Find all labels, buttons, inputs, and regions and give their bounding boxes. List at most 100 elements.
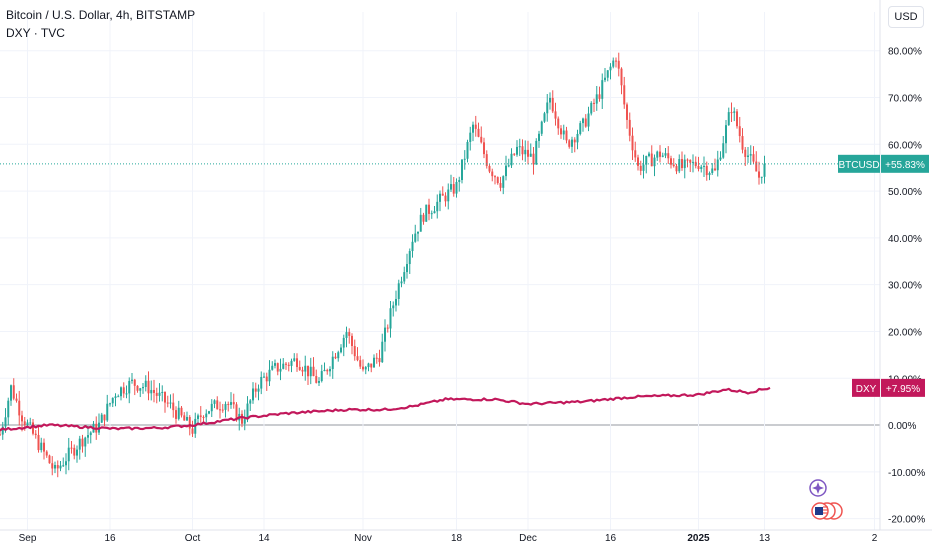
candle-body — [494, 176, 496, 178]
candle-body — [21, 415, 23, 422]
y-tick-label: 30.00% — [888, 281, 922, 292]
candle-body — [444, 195, 447, 202]
candle-body — [681, 159, 683, 169]
candle-body — [447, 189, 450, 202]
currency-button[interactable]: USD — [888, 6, 924, 28]
candle-body — [1, 426, 4, 435]
candle-body — [615, 60, 617, 62]
candle-body — [543, 113, 546, 122]
candle-body — [601, 80, 604, 99]
candle-body — [491, 171, 494, 177]
dxy-series-line[interactable] — [0, 386, 771, 432]
candle-body — [579, 123, 582, 134]
candle-body — [48, 455, 51, 464]
candle-body — [7, 400, 10, 418]
candle-body — [667, 153, 670, 159]
candle-body — [686, 159, 689, 161]
candle-body — [598, 94, 601, 99]
candle-body — [510, 153, 513, 166]
candle-body — [505, 165, 507, 177]
candle-body — [474, 124, 477, 129]
candle-body — [67, 447, 70, 462]
candle-body — [430, 213, 433, 215]
candle-body — [458, 180, 461, 182]
chart-secondary-symbol[interactable]: DXY · TVC — [6, 26, 65, 40]
candle-body — [617, 60, 620, 69]
candle-body — [257, 388, 260, 392]
candle-body — [78, 438, 81, 450]
candle-body — [43, 442, 45, 452]
candle-body — [400, 281, 403, 284]
candle-body — [345, 332, 348, 338]
candle-body — [37, 435, 40, 451]
candle-body — [356, 356, 359, 361]
candle-body — [752, 154, 755, 162]
candle-body — [744, 149, 747, 157]
candle-body — [513, 153, 516, 155]
candle-body — [653, 157, 656, 167]
candle-body — [210, 403, 213, 412]
candle-body — [675, 166, 678, 172]
candle-body — [590, 102, 593, 114]
candle-body — [348, 332, 351, 336]
candle-body — [538, 133, 540, 141]
candle-body — [549, 97, 551, 103]
candle-body — [708, 173, 711, 176]
candle-body — [133, 379, 136, 386]
x-tick-label: Nov — [354, 533, 372, 544]
candle-body — [395, 298, 397, 306]
candle-body — [373, 357, 375, 368]
candle-body — [122, 387, 125, 394]
dxy-value-label: +7.95% — [886, 384, 920, 395]
candle-body — [304, 365, 307, 372]
candle-body — [428, 204, 430, 214]
y-tick-label: -20.00% — [888, 515, 925, 526]
candle-body — [103, 414, 106, 421]
candle-body — [208, 411, 210, 414]
candle-body — [392, 305, 395, 309]
candle-body — [595, 94, 598, 104]
candle-body — [296, 358, 298, 368]
candle-body — [485, 154, 488, 166]
candle-body — [626, 104, 628, 120]
x-tick-label: 16 — [605, 533, 617, 544]
candle-body — [106, 403, 109, 421]
candle-body — [117, 396, 120, 398]
candle-body — [161, 391, 164, 393]
candle-body — [4, 417, 7, 427]
y-tick-label: 70.00% — [888, 94, 922, 105]
candle-body — [733, 111, 736, 113]
candle-body — [81, 438, 84, 447]
dxy-symbol-tag[interactable] — [852, 378, 880, 397]
candle-body — [631, 135, 634, 151]
candle-body — [216, 400, 219, 410]
candle-body — [351, 335, 353, 347]
candle-body — [329, 368, 331, 372]
candle-body — [180, 407, 183, 416]
candle-body — [232, 402, 235, 405]
candle-body — [714, 168, 716, 171]
candle-body — [221, 409, 224, 411]
candle-body — [155, 392, 158, 396]
candle-body — [546, 102, 549, 114]
candle-body — [84, 437, 87, 447]
candle-body — [672, 164, 675, 167]
candle-body — [725, 125, 727, 144]
candle-body — [452, 184, 455, 194]
btc-symbol-tag[interactable] — [838, 154, 880, 173]
y-tick-label: 40.00% — [888, 234, 922, 245]
candle-body — [276, 363, 279, 372]
candle-body — [727, 112, 730, 126]
candle-body — [414, 233, 417, 242]
candle-body — [252, 388, 254, 401]
candle-body — [323, 369, 326, 372]
candle-body — [554, 111, 557, 119]
candle-body — [386, 327, 389, 329]
candle-body — [73, 447, 76, 456]
candle-body — [246, 403, 249, 420]
candle-body — [678, 159, 681, 172]
y-tick-label: 80.00% — [888, 47, 922, 58]
dxy-symbol-label: DXY — [856, 384, 877, 395]
